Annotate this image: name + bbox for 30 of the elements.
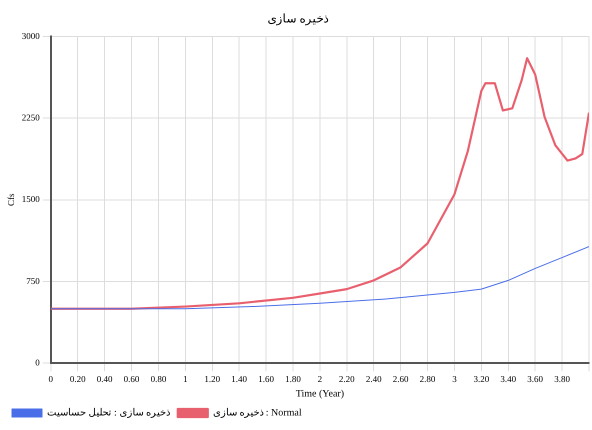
- x-tick-label: 2.80: [420, 374, 436, 384]
- x-tick-label: 2.20: [338, 374, 356, 384]
- y-tick-label: 3000: [22, 30, 40, 41]
- y-axis-title: Cfs: [6, 193, 16, 206]
- x-tick-label: 0.80: [150, 374, 167, 384]
- x-tick-label: 2.40: [366, 374, 382, 384]
- x-tick-label: 3.60: [527, 374, 544, 384]
- y-tick-label: 0: [35, 358, 40, 368]
- x-tick-label: 3.20: [473, 374, 490, 384]
- y-tick-label: 750: [26, 276, 40, 286]
- x-tick-label: 0: [48, 374, 54, 384]
- x-tick-label: 0.40: [96, 374, 113, 384]
- x-tick-label: 1.40: [231, 374, 248, 384]
- chart-title: ذخیره سازی: [268, 11, 328, 26]
- x-tick-label: 1.60: [258, 374, 274, 384]
- x-tick-label: 2: [318, 374, 322, 384]
- x-tick-label: 1: [183, 374, 188, 384]
- x-tick-label: 1.80: [285, 374, 302, 384]
- x-tick-label: 3: [452, 374, 458, 384]
- legend-label: ذخیره سازی : Normal: [212, 408, 302, 419]
- x-tick-label: 0.60: [124, 374, 140, 384]
- x-tick-label: 3.80: [554, 374, 570, 384]
- y-tick-label: 2250: [22, 112, 40, 122]
- y-tick-label: 1500: [22, 194, 40, 204]
- legend-label: ذخیره سازی : تحلیل حساسیت: [47, 408, 170, 419]
- x-tick-label: 2.60: [392, 374, 410, 384]
- x-tick-label: 3.40: [500, 374, 517, 384]
- x-axis-title: Time (Year): [296, 388, 344, 400]
- x-tick-label: 1.20: [204, 374, 221, 384]
- x-tick-label: 0.20: [70, 374, 86, 384]
